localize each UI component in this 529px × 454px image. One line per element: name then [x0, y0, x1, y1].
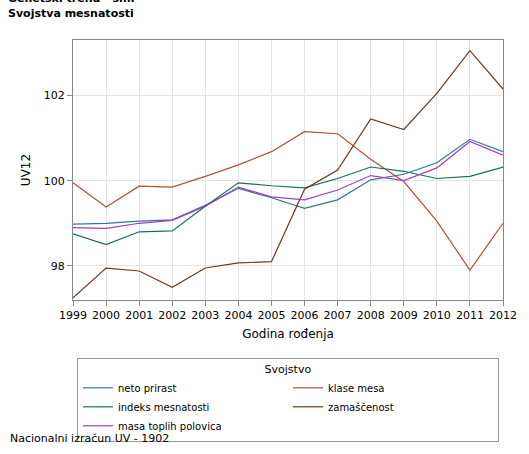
svg-text:2005: 2005 [257, 309, 285, 322]
svg-text:2000: 2000 [92, 309, 120, 322]
svg-text:Svojstvo: Svojstvo [265, 363, 312, 376]
svg-text:2001: 2001 [125, 309, 153, 322]
svg-text:2006: 2006 [291, 309, 319, 322]
svg-text:2009: 2009 [390, 309, 418, 322]
svg-text:2010: 2010 [423, 309, 451, 322]
svg-text:masa toplih polovica: masa toplih polovica [118, 421, 222, 432]
svg-text:2011: 2011 [456, 309, 484, 322]
svg-text:2004: 2004 [224, 309, 252, 322]
svg-text:1999: 1999 [59, 309, 87, 322]
svg-text:2002: 2002 [158, 309, 186, 322]
svg-text:2012: 2012 [489, 309, 517, 322]
svg-text:102: 102 [44, 89, 65, 102]
svg-text:100: 100 [44, 175, 65, 188]
svg-text:2007: 2007 [324, 309, 352, 322]
svg-text:zamaščenost: zamaščenost [328, 402, 394, 413]
svg-text:Nacionalni izračun UV - 1902: Nacionalni izračun UV - 1902 [10, 432, 169, 445]
svg-text:Godina rođenja: Godina rođenja [242, 327, 334, 341]
svg-text:98: 98 [51, 260, 65, 273]
svg-text:2008: 2008 [357, 309, 385, 322]
svg-text:indeks mesnatosti: indeks mesnatosti [118, 402, 209, 413]
svg-text:neto prirast: neto prirast [118, 383, 176, 394]
svg-text:Genetski trend - simSvojstva m: Genetski trend - simSvojstva mesnatosti [8, 0, 134, 20]
svg-text:klase mesa: klase mesa [328, 383, 384, 394]
svg-text:2003: 2003 [191, 309, 219, 322]
svg-text:UV12: UV12 [19, 154, 33, 186]
